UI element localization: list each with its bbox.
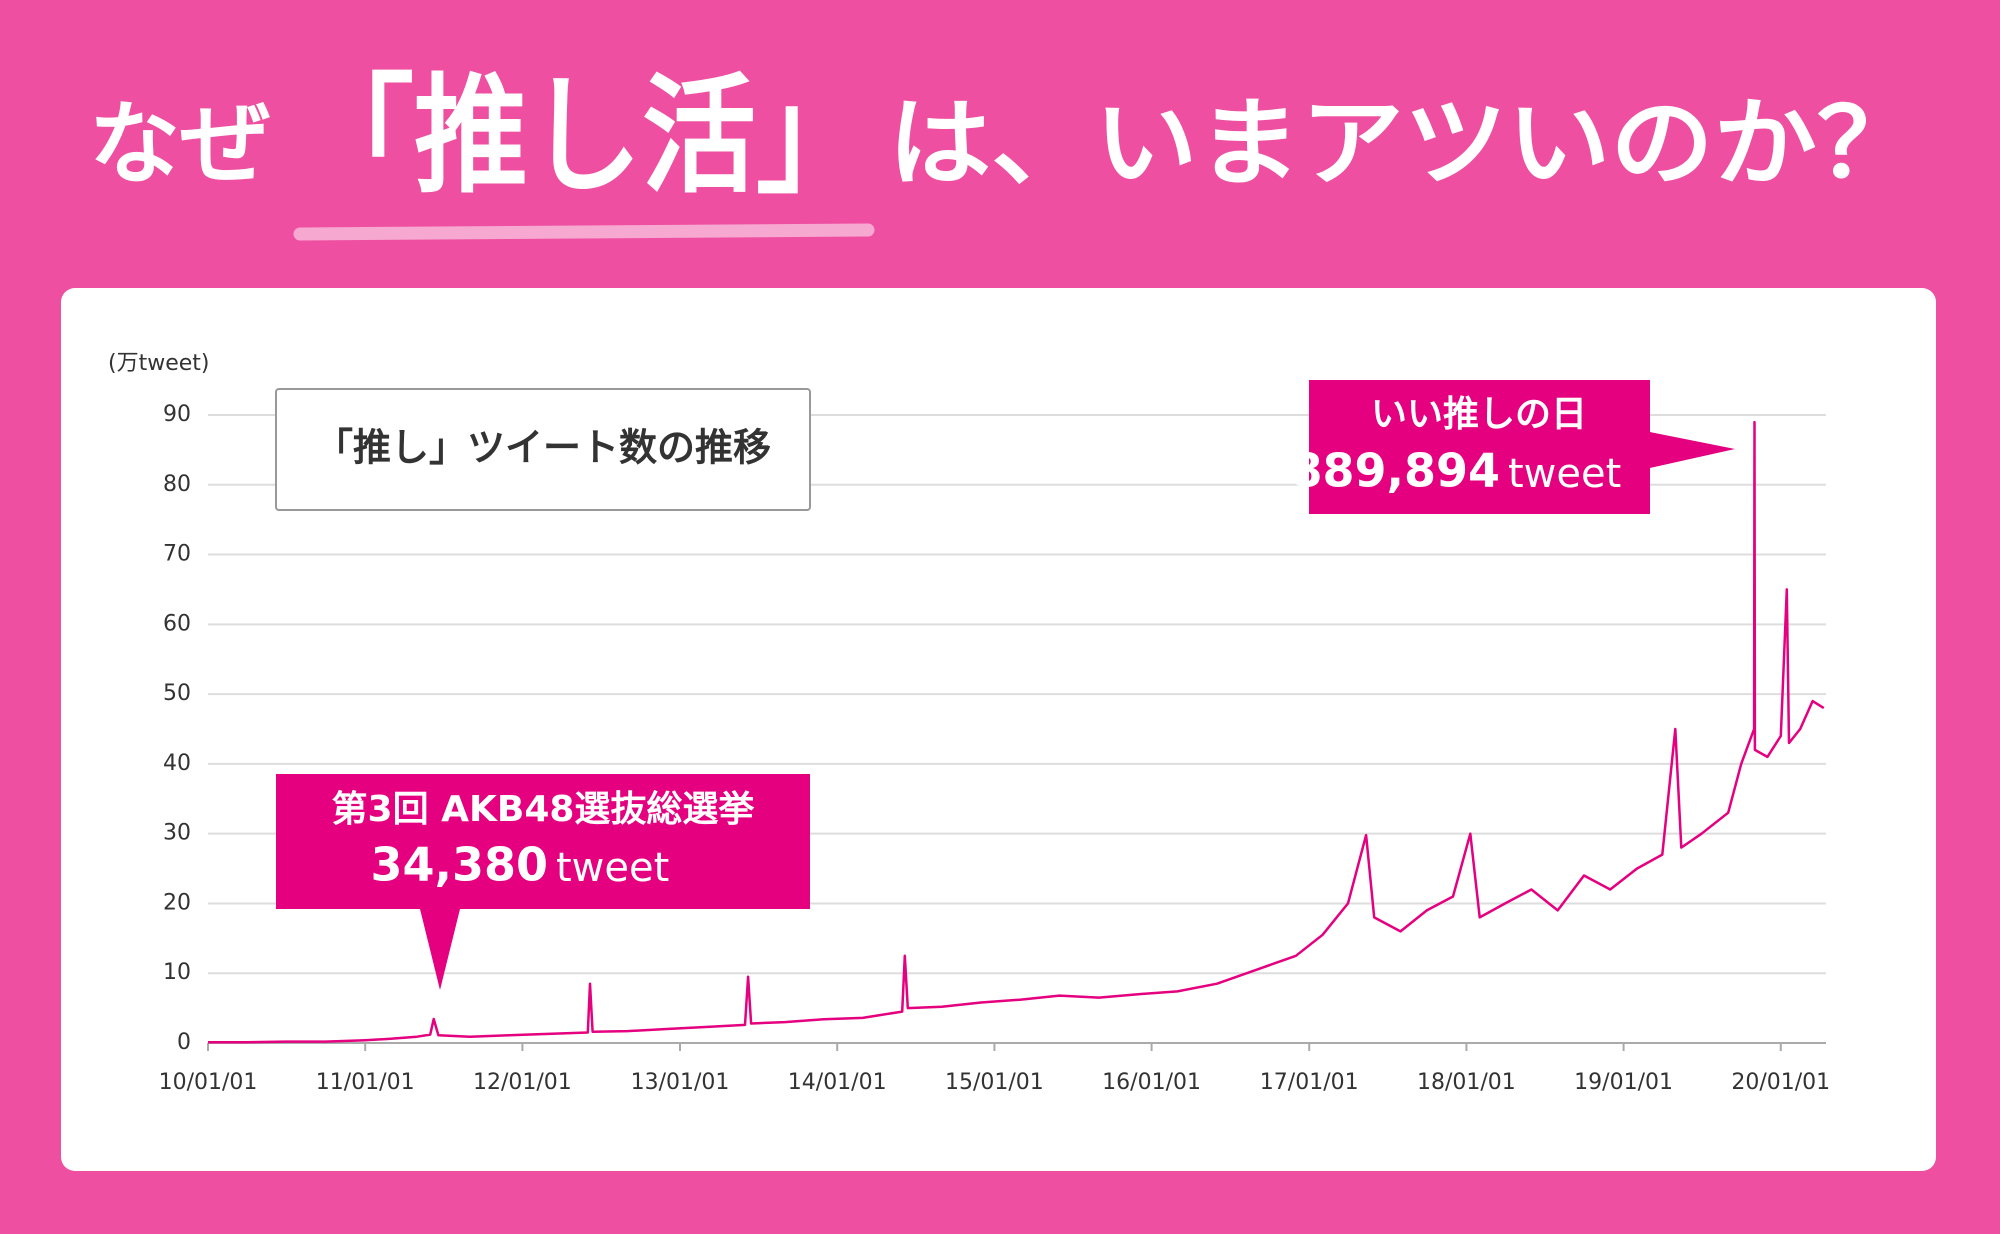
chart-title: 「推し」ツイート数の推移: [315, 426, 771, 470]
annotation-count: 889,894: [1290, 444, 1500, 498]
annotation-box: [1309, 380, 1650, 514]
y-tick-label: 90: [163, 402, 191, 427]
x-tick-label: 14/01/01: [788, 1070, 887, 1095]
annotation-count: 34,380: [370, 838, 548, 892]
x-tick-label: 18/01/01: [1417, 1070, 1516, 1095]
annotation-unit: tweet: [1508, 451, 1621, 497]
y-tick-label: 60: [163, 611, 191, 636]
x-tick-label: 19/01/01: [1574, 1070, 1673, 1095]
y-tick-label: 10: [163, 960, 191, 985]
x-tick-label: 11/01/01: [316, 1070, 415, 1095]
x-tick-label: 16/01/01: [1102, 1070, 1201, 1095]
x-tick-label: 12/01/01: [473, 1070, 572, 1095]
y-tick-label: 50: [163, 681, 191, 706]
x-tick-label: 10/01/01: [159, 1070, 258, 1095]
annotation-pointer: [420, 909, 460, 990]
x-tick-label: 17/01/01: [1260, 1070, 1359, 1095]
y-tick-label: 40: [163, 751, 191, 776]
y-tick-label: 80: [163, 472, 191, 497]
headline: なぜ: [89, 92, 271, 197]
annotation-pointer: [1650, 432, 1735, 468]
headline-underline: [293, 223, 875, 241]
y-axis-label: (万tweet): [108, 351, 209, 376]
x-tick-label: 15/01/01: [945, 1070, 1044, 1095]
y-tick-label: 0: [177, 1030, 191, 1055]
headline-highlight: 「推し活」: [300, 62, 870, 211]
annotation-text: いい推しの日: [1371, 394, 1587, 435]
annotation-box: [276, 774, 810, 909]
y-tick-label: 20: [163, 890, 191, 915]
series-line: [208, 420, 1825, 1044]
title-box: [275, 388, 811, 511]
y-tick-label: 70: [163, 542, 191, 567]
annotation-text: 第3回 AKB48選抜総選挙: [332, 789, 756, 830]
y-tick-label: 30: [163, 821, 191, 846]
x-tick-label: 20/01/01: [1731, 1070, 1830, 1095]
headline: は、いまアツいのか？: [888, 87, 1920, 199]
annotation-unit: tweet: [556, 845, 669, 891]
x-tick-label: 13/01/01: [631, 1070, 730, 1095]
